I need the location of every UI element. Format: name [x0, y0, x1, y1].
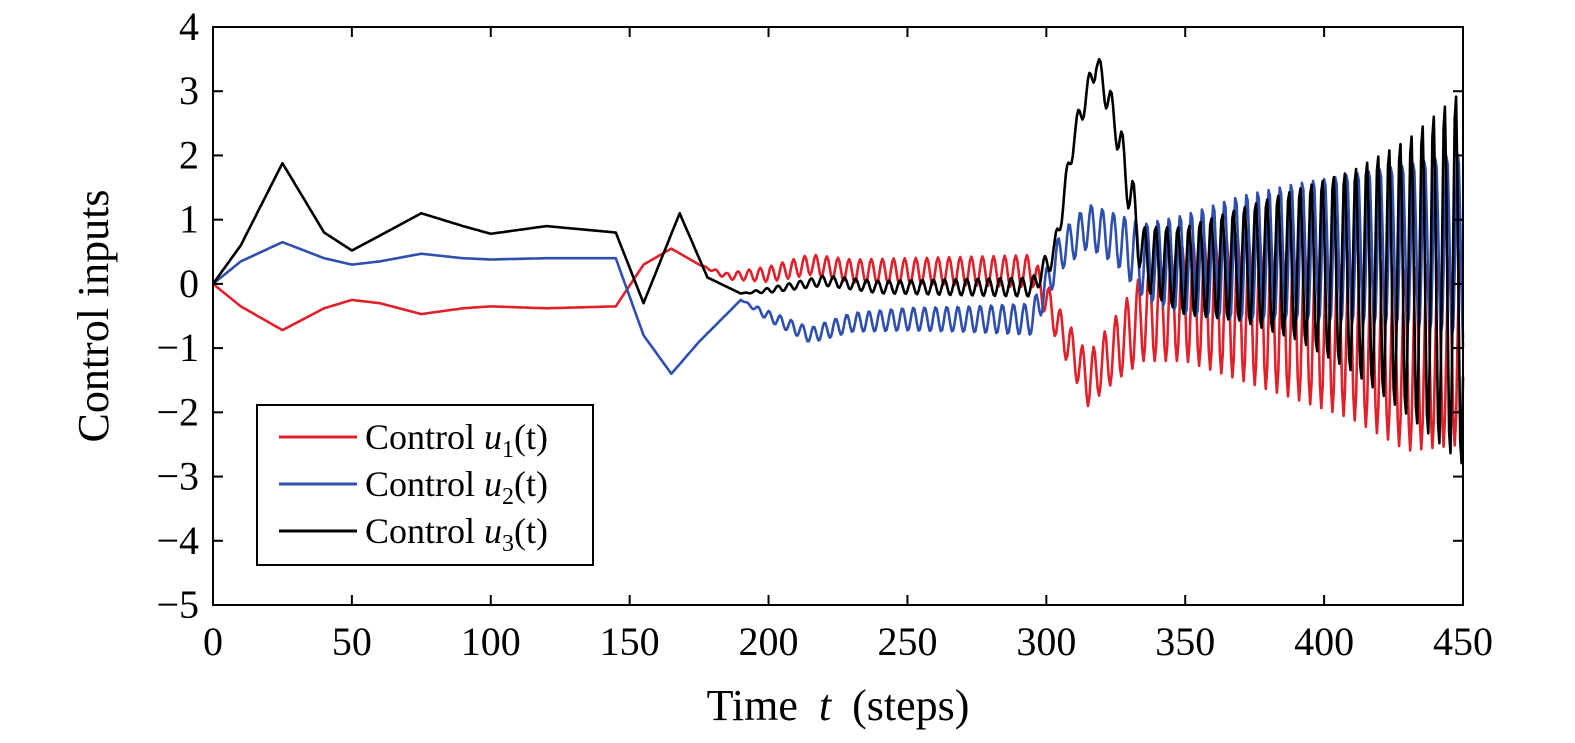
ticks-layer: 0 50 100 150 200 250 300 350 400 450 4 3 2 1 0 −1 −2 −3 −4…: [156, 4, 1493, 664]
legend-label-u1: Control u1(t): [365, 417, 548, 463]
x-tick-label: 450: [1433, 619, 1493, 664]
x-tick-label: 50: [332, 619, 372, 664]
y-tick-label: 1: [179, 197, 199, 242]
x-axis-variable: t: [819, 681, 833, 730]
y-tick-label: 0: [179, 261, 199, 306]
x-tick-label: 300: [1016, 619, 1076, 664]
x-tick-label: 350: [1155, 619, 1215, 664]
x-tick-label: 250: [877, 619, 937, 664]
y-tick-label: 2: [179, 132, 199, 177]
y-axis-title: Control inputs: [69, 189, 118, 442]
x-tick-label: 400: [1294, 619, 1354, 664]
legend-subscript: 2: [502, 484, 514, 510]
x-axis-title: Time t (steps): [707, 681, 970, 730]
legend-subscript: 1: [502, 437, 514, 463]
y-tick-label: −5: [156, 582, 199, 627]
y-tick-label: −4: [156, 518, 199, 563]
legend-prefix: Control: [365, 464, 475, 504]
y-tick-label: −2: [156, 389, 199, 434]
x-tick-label: 0: [203, 619, 223, 664]
legend-prefix: Control: [365, 511, 475, 551]
x-axis-unit: (steps): [852, 681, 969, 730]
legend-argument: (t): [514, 511, 548, 551]
legend-variable: u: [484, 511, 502, 551]
x-tick-label: 200: [739, 619, 799, 664]
legend-variable: u: [484, 417, 502, 457]
series-line-u1: [212, 238, 1465, 452]
y-tick-label: 4: [179, 4, 199, 49]
legend-argument: (t): [514, 464, 548, 504]
plot-frame: [212, 26, 1464, 606]
x-tick-label: 150: [600, 619, 660, 664]
legend-variable: u: [484, 464, 502, 504]
legend: Control u1(t)Control u2(t)Control u3(t): [256, 404, 594, 566]
legend-subscript: 3: [502, 531, 514, 557]
x-axis-label: Time: [707, 681, 798, 730]
y-tick-label: 3: [179, 68, 199, 113]
series-line-u2: [212, 152, 1465, 376]
legend-argument: (t): [514, 417, 548, 457]
x-tick-label: 100: [461, 619, 521, 664]
y-tick-label: −3: [156, 454, 199, 499]
legend-label-u2: Control u2(t): [365, 464, 548, 510]
legend-prefix: Control: [365, 417, 475, 457]
legend-label-u3: Control u3(t): [365, 511, 548, 557]
series-layer: [211, 57, 1465, 465]
y-tick-label: −1: [156, 325, 199, 370]
series-line-u3: [211, 57, 1465, 465]
